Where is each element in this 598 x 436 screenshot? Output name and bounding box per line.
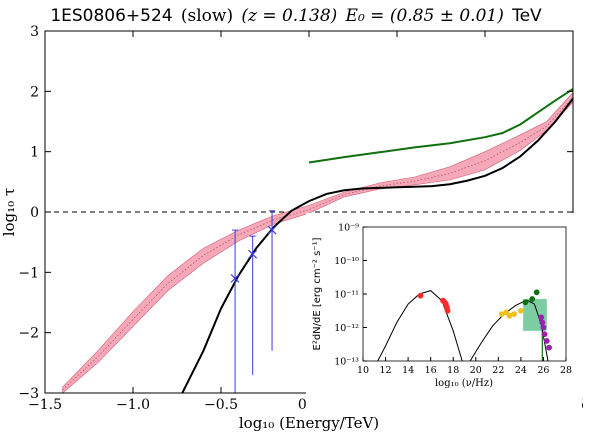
title-unit: TeV [511, 6, 542, 26]
inset-point [541, 331, 548, 338]
inset-x-tick-label: 20 [470, 365, 482, 376]
inset-x-tick-label: 26 [537, 365, 549, 376]
title-mode: (slow) [181, 6, 233, 26]
inset-plot: 10 12 14 16 18 20 22 24 26 28 10⁻¹³ 10⁻¹² 10⁻¹¹ 10⁻¹⁰… [306, 213, 582, 413]
inset-series [377, 289, 552, 361]
inset-y-axis-label: E²dN/dE [erg cm⁻² s⁻¹] [312, 237, 323, 350]
y-tick-label: 3 [30, 24, 39, 40]
inset-points-1 [498, 307, 524, 319]
y-tick-label: −3 [18, 386, 39, 402]
inset-x-tick-label: 12 [380, 365, 392, 376]
inset-point [522, 299, 529, 306]
inset-y-tick-label: 10⁻¹⁰ [334, 256, 359, 267]
inset-point [543, 338, 550, 344]
inset-x-axis-label: log₁₀ (ν/Hz) [435, 378, 493, 389]
inset-point [540, 324, 547, 331]
title-redshift: (z = 0.138) [241, 6, 337, 26]
band-center-line [62, 97, 573, 391]
inset-y-tick-label: 10⁻⁹ [338, 223, 359, 234]
inset-point [539, 319, 546, 326]
inset-y-tick-label: 10⁻¹² [334, 323, 359, 334]
title-energy: E₀ = (0.85 ± 0.01) [345, 6, 504, 26]
inset-x-tick-label: 22 [492, 365, 504, 376]
x-tick-label: −0.5 [204, 397, 238, 413]
inset-point [417, 292, 424, 299]
inset-point [546, 344, 552, 351]
data-point-0 [230, 273, 240, 283]
inset-point [538, 314, 545, 321]
inset-x-tick-label: 16 [425, 365, 437, 376]
inset-x-tick-label: 10 [357, 365, 369, 376]
inset-points-2 [522, 289, 540, 306]
x-tick-label: −1.0 [116, 397, 150, 413]
inset-x-tick-label: 24 [515, 365, 527, 376]
y-tick-label: −1 [18, 265, 39, 281]
main-series [45, 88, 573, 393]
y-axis-label: log₁₀ τ [0, 188, 18, 237]
inset-point [533, 289, 540, 296]
inset-x-tick-label: 18 [447, 365, 459, 376]
y-tick-label: 1 [30, 145, 39, 161]
x-axis-label: log₁₀ (Energy/TeV) [239, 414, 379, 432]
y-tick-label: 2 [30, 84, 39, 100]
inset-point [517, 307, 524, 314]
y-tick-label: 0 [30, 205, 39, 221]
inset-x-tick-label: 14 [402, 365, 414, 376]
title-source: 1ES0806+524 [50, 6, 172, 26]
y-tick-label: −2 [18, 326, 39, 342]
data-point-2 [267, 225, 277, 235]
inset-points-3 [538, 314, 552, 351]
inset-point [503, 309, 510, 316]
x-tick-label: −1.5 [28, 397, 62, 413]
inset-points-0 [417, 292, 451, 314]
inset-y-tick-label: 10⁻¹³ [334, 357, 359, 368]
series-line-2 [308, 88, 573, 164]
inset-axes: 10 12 14 16 18 20 22 24 26 28 10⁻¹³ 10⁻¹² 10⁻¹¹ 10⁻¹⁰… [334, 223, 572, 377]
chart-title: 1ES0806+524 (slow) (z = 0.138) E₀ = (0.8… [50, 6, 542, 26]
inset-y-tick-label: 10⁻¹¹ [334, 290, 359, 301]
inset-point [511, 311, 518, 318]
inset-point [529, 296, 536, 302]
data-point-1 [248, 249, 258, 259]
uncertainty-band [62, 92, 573, 393]
inset-point [444, 307, 451, 314]
inset-x-tick-label: 28 [560, 365, 572, 376]
errorbar-series [230, 210, 277, 393]
inset-plot-border [362, 226, 567, 362]
